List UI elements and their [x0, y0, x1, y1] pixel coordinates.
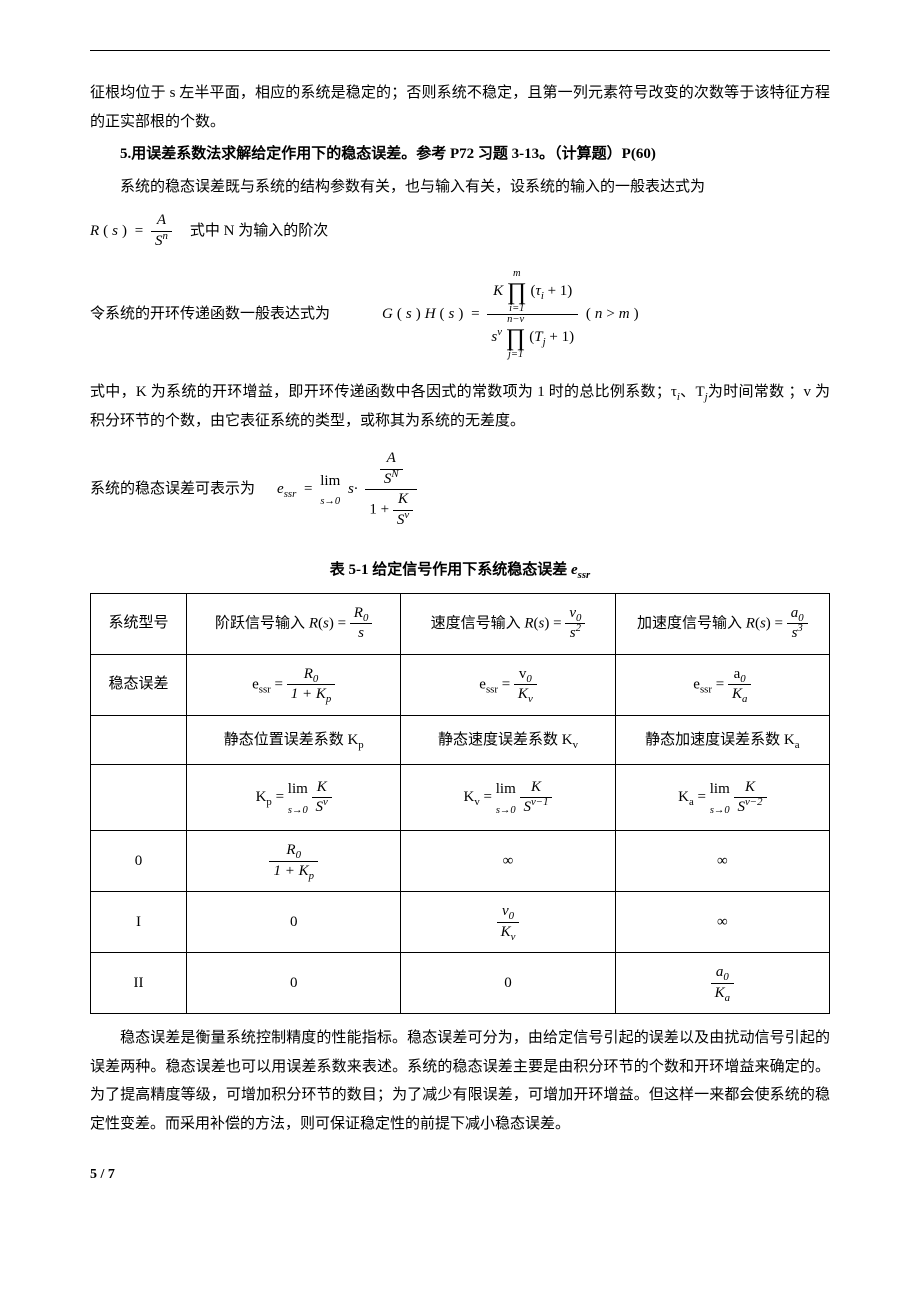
val-zero: 0: [187, 953, 401, 1014]
val-inf: ∞: [615, 831, 829, 892]
val-inf: ∞: [401, 831, 615, 892]
lbl-Kv: 静态速度误差系数 K: [438, 732, 573, 748]
formula-essr: 系统的稳态误差可表示为 essr = lims→0 s· ASN 1 + KSv: [90, 449, 830, 530]
formula-GHs-pre: 令系统的开环传递函数一般表达式为: [90, 300, 330, 329]
formula-Rs: R(s) = ASn 式中 N 为输入的阶次: [90, 211, 830, 251]
table-row: II 0 0 a0Ka: [91, 953, 830, 1014]
para-K-b: 、T: [680, 384, 705, 400]
lbl-Kp: 静态位置误差系数 K: [224, 732, 359, 748]
table-caption-sub: ssr: [578, 569, 591, 581]
heading-5: 5.用误差系数法求解给定作用下的稳态误差。参考 P72 习题 3-13。（计算题…: [90, 140, 830, 169]
para-summary: 稳态误差是衡量系统控制精度的性能指标。稳态误差可分为，由给定信号引起的误差以及由…: [90, 1024, 830, 1138]
top-rule: [90, 50, 830, 51]
formula-GHs: 令系统的开环传递函数一般表达式为 G(s)H(s) = K m∏i=1 (τi …: [90, 269, 830, 360]
table-row: 稳态误差 essr = R01 + Kp essr = v0Kv essr = …: [91, 654, 830, 715]
para-stability: 征根均位于 s 左半平面，相应的系统是稳定的；否则系统不稳定，且第一列元素符号改…: [90, 79, 830, 136]
hdr-system-type: 系统型号: [109, 615, 169, 631]
formula-essr-pre: 系统的稳态误差可表示为: [90, 475, 255, 504]
para-K-a: 式中，K 为系统的开环增益，即开环传递函数中各因式的常数项为 1 时的总比例系数…: [90, 384, 677, 400]
table-row: I 0 v0Kv ∞: [91, 892, 830, 953]
table-caption: 表 5-1 给定信号作用下系统稳态误差 essr: [90, 556, 830, 585]
table-row: Kp = lims→0 KSv Kv = lims→0 KSv−1 Ka = l…: [91, 765, 830, 831]
type-I: I: [91, 892, 187, 953]
para-input-desc: 系统的稳态误差既与系统的结构参数有关，也与输入有关，设系统的输入的一般表达式为: [90, 173, 830, 202]
val-inf: ∞: [615, 892, 829, 953]
para-K-desc: 式中，K 为系统的开环增益，即开环传递函数中各因式的常数项为 1 时的总比例系数…: [90, 378, 830, 435]
error-table: 系统型号 阶跃信号输入 R(s) = R0s 速度信号输入 R(s) = v0s…: [90, 593, 830, 1015]
table-row: 0 R01 + Kp ∞ ∞: [91, 831, 830, 892]
lbl-ess: 稳态误差: [109, 676, 169, 692]
table-row: 静态位置误差系数 Kp 静态速度误差系数 Kv 静态加速度误差系数 Ka: [91, 715, 830, 765]
val-zero: 0: [187, 892, 401, 953]
lbl-Ka: 静态加速度误差系数 K: [645, 732, 795, 748]
type-II: II: [91, 953, 187, 1014]
hdr-parab: 加速度信号输入: [637, 615, 742, 631]
table-row: 系统型号 阶跃信号输入 R(s) = R0s 速度信号输入 R(s) = v0s…: [91, 593, 830, 654]
type-0: 0: [91, 831, 187, 892]
table-caption-text: 表 5-1 给定信号作用下系统稳态误差: [330, 562, 568, 578]
hdr-ramp: 速度信号输入: [431, 615, 521, 631]
val-zero: 0: [401, 953, 615, 1014]
page-footer: 5 / 7: [90, 1162, 830, 1189]
formula-Rs-note: 式中 N 为输入的阶次: [190, 217, 328, 246]
hdr-step: 阶跃信号输入: [215, 615, 305, 631]
